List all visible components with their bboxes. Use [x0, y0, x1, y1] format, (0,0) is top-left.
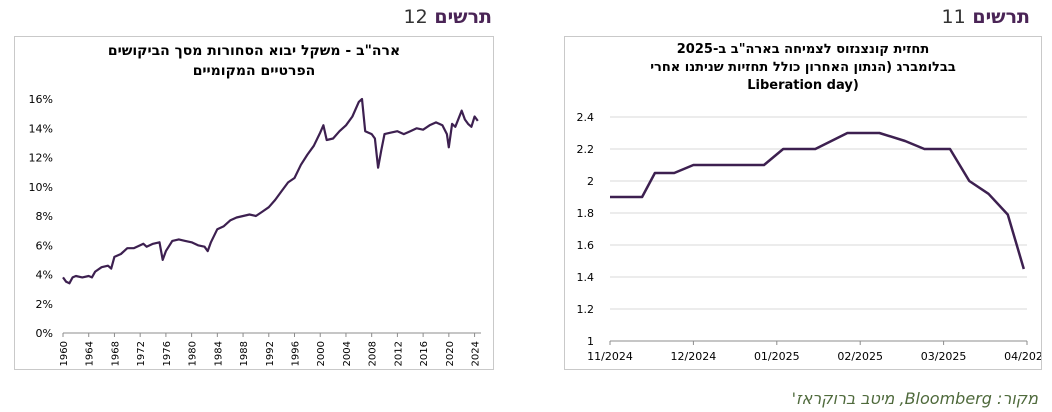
growth-forecast-chart: 1 1.2 1.4 1.6 1.8 2 2.2 2.4 11/2024 12/2024 01/202…: [577, 111, 1042, 363]
x-tick-label: 1984: [213, 341, 224, 366]
y-tick-label: 16%: [29, 93, 53, 106]
x-tick-label: 1964: [85, 341, 96, 366]
y-tick-label: 12%: [29, 152, 53, 165]
figure-label-right: תרשים 11: [942, 6, 1030, 28]
chart-panel-import-share: ארה"ב - משקל יבוא הסחורות מסך הביקושים ה…: [14, 36, 494, 370]
chart-title-line: הפרטיים המקומיים: [192, 63, 316, 79]
x-tick-label: 2004: [342, 341, 353, 366]
y-tick-label: 10%: [29, 181, 53, 194]
y-tick-label: 2.2: [577, 143, 595, 156]
source-note: מקור: Bloomberg, מיטב ברוקראז': [791, 389, 1038, 408]
x-tick-label: 2016: [419, 341, 430, 366]
y-tick-label: 1.8: [577, 207, 595, 220]
y-tick-label: 1: [587, 335, 594, 348]
x-tick-label: 04/2025: [1004, 350, 1041, 363]
y-tick-label: 1.4: [577, 271, 595, 284]
y-tick-label: 2%: [36, 298, 53, 311]
y-tick-label: 1.6: [577, 239, 595, 252]
chart-title: תחזית קונצנזוס לצמיחה בארה"ב ב-2025 בבלו…: [565, 41, 1041, 95]
x-tick-label: 1980: [188, 341, 199, 366]
series-line: [610, 131, 1025, 270]
x-tick-label: 2008: [368, 341, 379, 366]
x-tick-label: 1972: [136, 341, 147, 366]
figure-label-word: תרשים: [434, 6, 492, 28]
x-tick-label: 2012: [393, 341, 404, 366]
x-tick-label: 03/2025: [921, 350, 967, 363]
x-tick-label: 2020: [445, 341, 456, 366]
x-tick-label: 11/2024: [587, 350, 633, 363]
series-line: [62, 97, 479, 285]
x-tick-label: 1960: [59, 341, 70, 366]
y-tick-label: 14%: [29, 122, 53, 135]
y-tick-label: 0%: [36, 327, 53, 340]
x-tick-label: 1996: [291, 341, 302, 366]
x-tick-label: 1976: [162, 341, 173, 366]
y-tick-label: 8%: [36, 210, 53, 223]
x-tick-label: 2024: [471, 341, 482, 366]
chart-title: ארה"ב - משקל יבוא הסחורות מסך הביקושים ה…: [15, 41, 493, 81]
x-tick-label: 01/2025: [754, 350, 800, 363]
figure-label-left: תרשים 12: [404, 6, 492, 28]
x-tick-label: 1988: [239, 341, 250, 366]
x-tick-label: 2000: [316, 341, 327, 366]
y-tick-label: 2: [587, 175, 594, 188]
chart-title-line: תחזית קונצנזוס לצמיחה בארה"ב ב-2025: [676, 42, 930, 57]
chart-title-line: בבלומברג (הנתון האחרון כולל תחזיות שניתנ…: [650, 60, 956, 75]
y-tick-label: 4%: [36, 269, 53, 282]
import-share-chart: 0% 2% 4% 6% 8% 10% 12% 14% 16% 1960 1964 1968 1972 19…: [29, 93, 482, 366]
figure-label-word: תרשים: [972, 6, 1030, 28]
x-tick-label: 1992: [265, 341, 276, 366]
y-tick-label: 2.4: [577, 111, 595, 124]
y-tick-label: 6%: [36, 239, 53, 252]
chart-title-line: (Liberation day: [747, 78, 859, 93]
chart-title-line: ארה"ב - משקל יבוא הסחורות מסך הביקושים: [107, 43, 401, 59]
figure-label-number: 12: [403, 6, 428, 28]
x-tick-label: 02/2025: [837, 350, 883, 363]
chart-panel-growth-forecast: תחזית קונצנזוס לצמיחה בארה"ב ב-2025 בבלו…: [564, 36, 1042, 370]
y-tick-label: 1.2: [577, 303, 595, 316]
x-tick-label: 12/2024: [671, 350, 717, 363]
figure-label-number: 11: [941, 6, 966, 28]
x-tick-label: 1968: [110, 341, 121, 366]
